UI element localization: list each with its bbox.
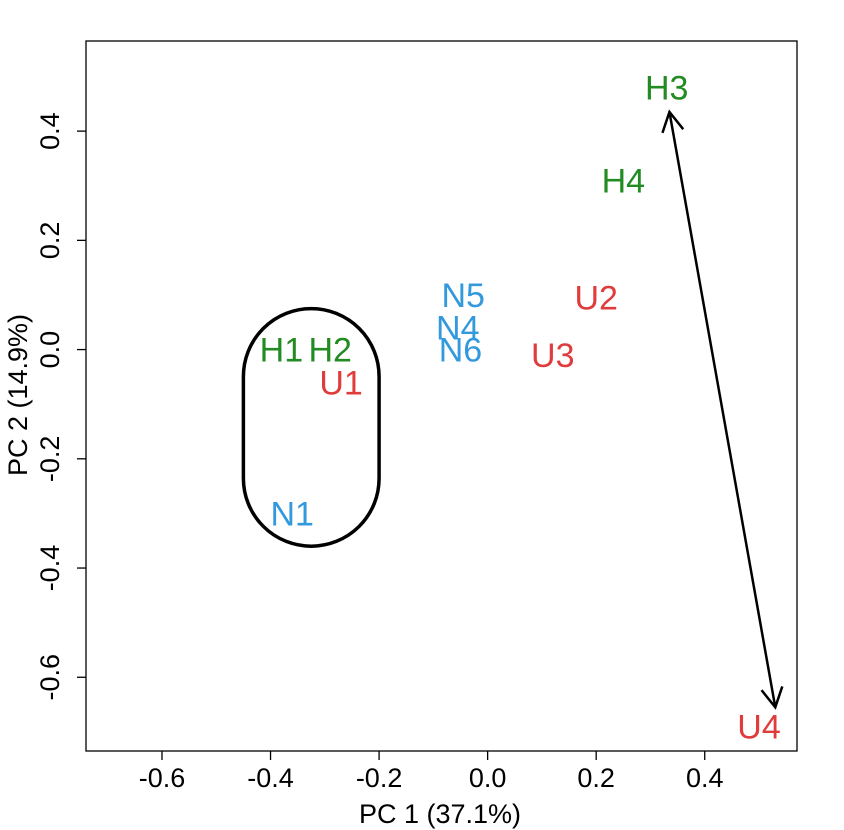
point-label-u2: U2	[574, 280, 617, 318]
double-arrow-line	[668, 111, 777, 708]
annotation-layer	[241, 109, 784, 710]
x-tick-label: 0.2	[577, 763, 615, 793]
point-label-n6: N6	[439, 332, 482, 370]
point-label-n5: N5	[441, 277, 484, 315]
point-label-h3: H3	[645, 69, 688, 107]
y-tick-label: -0.2	[35, 436, 65, 483]
y-tick-label: -0.6	[35, 654, 65, 701]
y-axis-title: PC 2 (14.9%)	[3, 314, 33, 476]
x-tick-label: -0.2	[356, 763, 403, 793]
x-tick-label: 0.0	[469, 763, 507, 793]
x-tick-label: 0.4	[686, 763, 724, 793]
point-label-u1: U1	[319, 364, 362, 402]
y-tick-label: -0.4	[35, 545, 65, 592]
x-axis: -0.6 -0.4 -0.2 0.0 0.2 0.4	[139, 751, 724, 793]
point-label-h2: H2	[309, 332, 352, 370]
x-tick-label: -0.6	[139, 763, 186, 793]
y-tick-label: 0.0	[35, 331, 65, 369]
y-tick-label: 0.4	[35, 112, 65, 150]
point-label-h4: H4	[602, 162, 645, 200]
point-label-h1: H1	[260, 332, 303, 370]
plot-frame-layer	[85, 40, 798, 752]
plot-frame	[85, 40, 798, 752]
cluster-enclosing-loop	[241, 306, 381, 548]
arrowhead-bottom	[760, 686, 784, 710]
point-label-n4: N4	[436, 310, 479, 348]
x-tick-label: -0.4	[247, 763, 294, 793]
arrowhead-top	[661, 109, 685, 134]
x-axis-title: PC 1 (37.1%)	[359, 799, 521, 829]
point-label-u3: U3	[531, 337, 574, 375]
point-label-u4: U4	[737, 708, 780, 746]
y-axis: -0.6 -0.4 -0.2 0.0 0.2 0.4	[35, 112, 86, 701]
y-tick-label: 0.2	[35, 222, 65, 260]
point-label-n1: N1	[271, 495, 314, 533]
